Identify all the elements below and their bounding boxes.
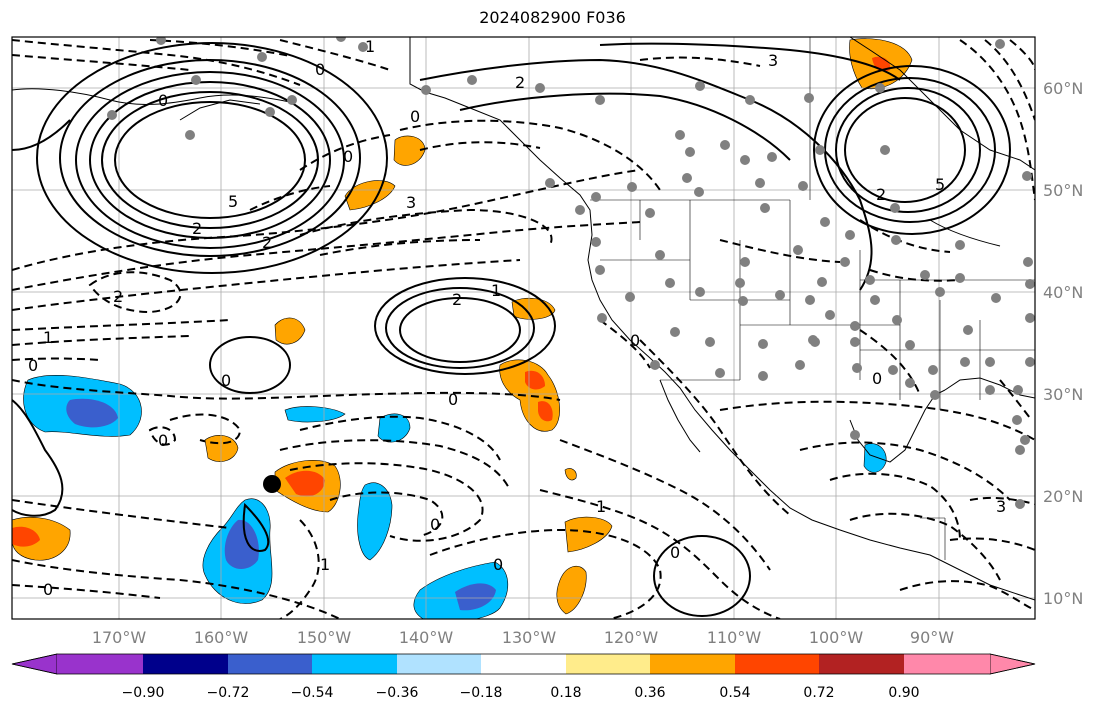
contour-label: 1 bbox=[365, 37, 375, 56]
lon-tick-label: 140°W bbox=[399, 628, 454, 647]
contour-label: 0 bbox=[430, 515, 440, 534]
contour-label: 0 bbox=[28, 356, 38, 375]
colorbar-tick-label: 0.54 bbox=[719, 685, 750, 701]
lon-tick-label: 150°W bbox=[297, 628, 352, 647]
contour-label: 3 bbox=[768, 51, 778, 70]
longitude-ticks: 170°W 160°W 150°W 140°W 130°W 120°W 110°… bbox=[92, 628, 954, 647]
contour-label: 1 bbox=[320, 555, 330, 574]
contour-label: 0 bbox=[315, 60, 325, 79]
colorbar-ticks: −0.90 −0.72 −0.54 −0.36 −0.18 0.18 0.36 … bbox=[122, 685, 920, 701]
lon-tick-label: 170°W bbox=[92, 628, 147, 647]
lat-tick-label: 30°N bbox=[1043, 385, 1083, 404]
contour-label: 1 bbox=[43, 328, 53, 347]
contour-label: 1 bbox=[596, 497, 606, 516]
contour-label: 0 bbox=[158, 91, 168, 110]
colorbar-segment bbox=[735, 654, 819, 674]
contour-label: 0 bbox=[158, 431, 168, 450]
contour-label: 3 bbox=[406, 193, 416, 212]
colorbar-segment bbox=[819, 654, 904, 674]
colorbar-tick-label: 0.72 bbox=[803, 685, 834, 701]
lon-tick-label: 100°W bbox=[809, 628, 864, 647]
contour-label: 0 bbox=[630, 331, 640, 350]
colorbar-extend-high bbox=[989, 653, 1036, 675]
latitude-ticks: 60°N 50°N 40°N 30°N 20°N 10°N bbox=[1043, 79, 1083, 608]
colorbar-tick-label: 0.90 bbox=[888, 685, 919, 701]
station-markers bbox=[107, 37, 1035, 509]
colorbar-tick-label: −0.18 bbox=[460, 685, 503, 701]
contour-labels: 1 0 2 3 0 0 5 2 2 3 2 0 1 0 0 2 1 0 0 0 … bbox=[28, 37, 1006, 599]
lon-tick-label: 160°W bbox=[194, 628, 249, 647]
lon-tick-label: 120°W bbox=[604, 628, 659, 647]
colorbar-tick-label: 0.18 bbox=[550, 685, 581, 701]
map-title: 2024082900 F036 bbox=[479, 8, 626, 27]
lat-tick-label: 20°N bbox=[1043, 487, 1083, 506]
colorbar-segment bbox=[650, 654, 735, 674]
colorbar bbox=[11, 653, 1036, 675]
contour-label: 2 bbox=[876, 185, 886, 204]
lon-tick-label: 110°W bbox=[707, 628, 762, 647]
contour-label: 0 bbox=[448, 390, 458, 409]
contour-label: 0 bbox=[493, 555, 503, 574]
contour-label: 5 bbox=[935, 175, 945, 194]
contour-label: 2 bbox=[113, 287, 123, 306]
contour-label: 2 bbox=[515, 73, 525, 92]
contour-label: 0 bbox=[343, 147, 353, 166]
colorbar-segment bbox=[312, 654, 397, 674]
colorbar-tick-label: 0.36 bbox=[634, 685, 665, 701]
colorbar-segment bbox=[143, 654, 228, 674]
contour-label: 5 bbox=[228, 192, 238, 211]
lat-tick-label: 10°N bbox=[1043, 589, 1083, 608]
hawaii-marker bbox=[263, 475, 281, 493]
lon-tick-label: 130°W bbox=[502, 628, 557, 647]
colorbar-segment bbox=[904, 654, 990, 674]
colorbar-tick-label: −0.90 bbox=[122, 685, 165, 701]
contour-label: 1 bbox=[491, 281, 501, 300]
colorbar-segment bbox=[57, 654, 143, 674]
colorbar-segment bbox=[481, 654, 566, 674]
contour-label: 3 bbox=[996, 497, 1006, 516]
lat-tick-label: 60°N bbox=[1043, 79, 1083, 98]
dashed-contours bbox=[12, 39, 1035, 619]
solid-contours bbox=[12, 42, 1011, 617]
colorbar-outline bbox=[11, 653, 1036, 675]
contour-label: 0 bbox=[410, 107, 420, 126]
colorbar-tick-label: −0.54 bbox=[291, 685, 334, 701]
lat-tick-label: 50°N bbox=[1043, 181, 1083, 200]
contour-label: 0 bbox=[872, 369, 882, 388]
colorbar-extend-low bbox=[11, 653, 58, 675]
contour-label: 0 bbox=[221, 371, 231, 390]
contour-label: 0 bbox=[43, 580, 53, 599]
plot-frame bbox=[11, 36, 1036, 620]
coastlines bbox=[12, 37, 1035, 601]
contour-label: 0 bbox=[670, 543, 680, 562]
lon-tick-label: 90°W bbox=[910, 628, 954, 647]
lat-tick-label: 40°N bbox=[1043, 283, 1083, 302]
colorbar-tick-label: −0.36 bbox=[376, 685, 419, 701]
colorbar-segment bbox=[228, 654, 312, 674]
colorbar-segment bbox=[397, 654, 481, 674]
colorbar-tick-label: −0.72 bbox=[207, 685, 250, 701]
contour-label: 2 bbox=[452, 290, 462, 309]
contour-label: 2 bbox=[262, 233, 272, 252]
contour-label: 2 bbox=[192, 219, 202, 238]
colorbar-segment bbox=[566, 654, 650, 674]
